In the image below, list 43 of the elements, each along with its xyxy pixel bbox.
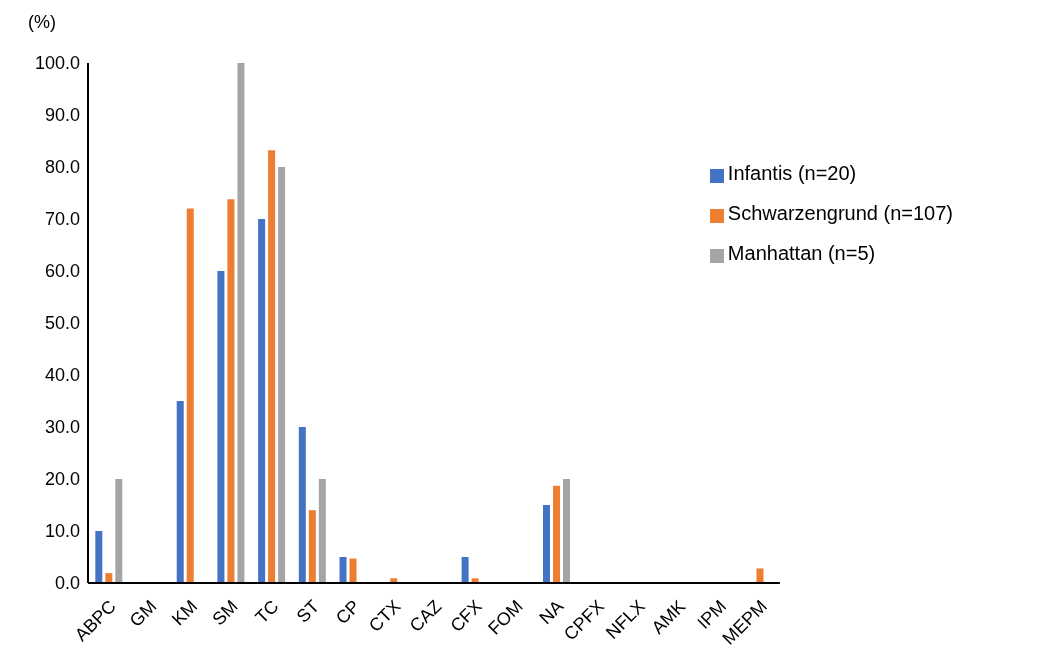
bar (278, 167, 286, 583)
y-tick-label: 20.0 (44, 469, 80, 490)
bar (258, 219, 266, 583)
legend-label: Infantis (n=20) (727, 162, 857, 184)
legend-label: Schwarzengrund (n=107) (727, 202, 953, 224)
x-tick-label: ST (292, 596, 324, 627)
bar (563, 479, 570, 583)
y-tick-label: 10.0 (44, 521, 80, 542)
bar (349, 558, 357, 583)
x-tick-label: NA (535, 596, 568, 628)
bar (237, 63, 245, 583)
bar (543, 505, 550, 583)
bar (318, 479, 326, 583)
y-tick-label: 30.0 (44, 417, 80, 438)
x-tick-label: SM (208, 596, 242, 630)
bar (227, 199, 235, 583)
bar (308, 510, 316, 583)
bar (461, 557, 469, 583)
bar (339, 557, 347, 583)
bar (186, 208, 194, 583)
bar (298, 427, 306, 583)
x-tick-label: CP (332, 596, 364, 628)
bar (553, 485, 560, 583)
bar (756, 568, 764, 583)
y-tick-label: 40.0 (44, 365, 80, 386)
y-tick-label: 100.0 (34, 53, 80, 74)
y-tick-label: 90.0 (44, 105, 80, 126)
y-axis-title: (%) (28, 12, 56, 33)
legend-label: Manhattan (n=5) (727, 242, 876, 264)
bar (115, 479, 123, 583)
y-tick-label: 70.0 (44, 209, 80, 230)
bar (95, 531, 103, 583)
y-tick-label: 50.0 (44, 313, 80, 334)
x-tick-label: KM (167, 596, 202, 630)
x-tick-label: GM (125, 596, 161, 631)
bar (176, 401, 184, 583)
bar (217, 271, 225, 583)
y-tick-label: 80.0 (44, 157, 80, 178)
bar (105, 573, 113, 583)
y-tick-label: 60.0 (44, 261, 80, 282)
bar (268, 150, 276, 583)
y-tick-label: 0.0 (54, 573, 80, 594)
x-tick-label: TC (251, 596, 283, 628)
